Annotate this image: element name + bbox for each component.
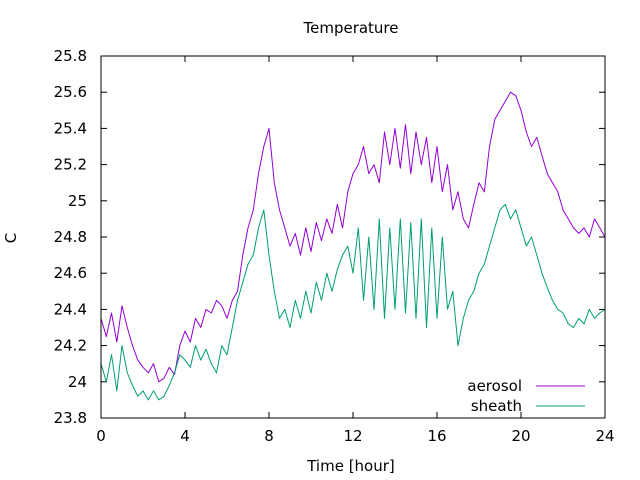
legend-label-aerosol: aerosol: [467, 377, 522, 395]
plot-frame: [100, 55, 606, 419]
y-tick-label: 25: [68, 192, 87, 210]
y-tick-label: 24.8: [54, 228, 87, 246]
y-tick-label: 25.8: [54, 47, 87, 65]
x-tick-label: 16: [427, 427, 446, 445]
y-tick-label: 24.4: [54, 300, 87, 318]
x-tick-label: 24: [595, 427, 614, 445]
x-tick-label: 4: [180, 427, 190, 445]
legend-label-sheath: sheath: [471, 397, 522, 415]
series-line-sheath: [100, 203, 606, 401]
y-tick-label: 25.4: [54, 119, 87, 137]
y-tick-label: 24.2: [54, 337, 87, 355]
plot-area: [100, 91, 606, 401]
x-axis-label: Time [hour]: [306, 457, 395, 475]
y-tick-label: 25.2: [54, 156, 87, 174]
x-tick-label: 12: [343, 427, 362, 445]
y-tick-label: 25.6: [54, 83, 87, 101]
x-tick-label: 8: [264, 427, 274, 445]
series-line-aerosol: [100, 91, 606, 383]
x-tick-label: 20: [511, 427, 530, 445]
y-tick-label: 24.6: [54, 264, 87, 282]
x-tick-label: 0: [96, 427, 106, 445]
chart-title: Temperature: [302, 19, 398, 37]
y-axis-label: C: [2, 233, 20, 243]
y-tick-label: 24: [68, 373, 87, 391]
legend: aerosol sheath: [467, 377, 585, 415]
y-tick-label: 23.8: [54, 409, 87, 427]
axis-ticks: 0 4 8 12 16 20 24 23.8 24 24.2 24.4 24.6 24.8 25 25.2 2…: [54, 47, 615, 445]
